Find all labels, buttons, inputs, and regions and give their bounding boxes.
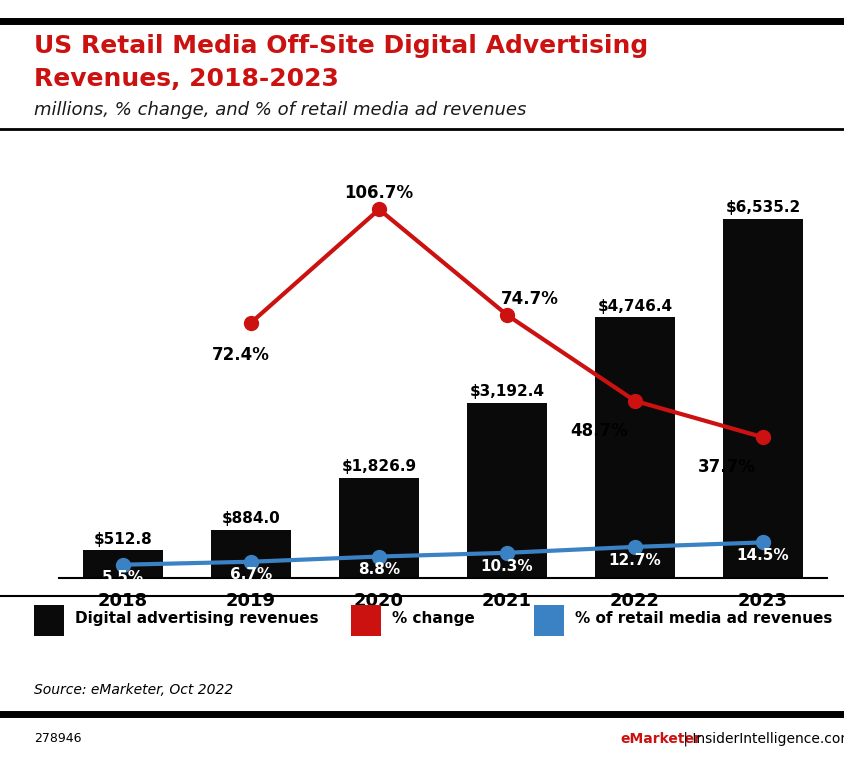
- Text: 74.7%: 74.7%: [501, 290, 559, 308]
- Text: 278946: 278946: [34, 732, 81, 745]
- Bar: [468, 403, 547, 578]
- Text: 12.7%: 12.7%: [609, 552, 662, 568]
- Bar: [211, 529, 291, 578]
- Text: Revenues, 2018-2023: Revenues, 2018-2023: [34, 67, 338, 91]
- Text: $4,746.4: $4,746.4: [598, 299, 673, 314]
- Bar: [595, 317, 675, 578]
- Text: 10.3%: 10.3%: [481, 558, 533, 574]
- Text: 72.4%: 72.4%: [212, 345, 270, 364]
- Text: 8.8%: 8.8%: [358, 562, 400, 578]
- Text: eMarketer: eMarketer: [620, 732, 701, 745]
- Text: | InsiderIntelligence.com: | InsiderIntelligence.com: [679, 732, 844, 746]
- Text: 48.7%: 48.7%: [571, 422, 628, 440]
- Bar: [34, 604, 64, 637]
- Bar: [533, 604, 564, 637]
- Bar: [351, 604, 381, 637]
- Text: US Retail Media Off-Site Digital Advertising: US Retail Media Off-Site Digital Adverti…: [34, 34, 648, 58]
- Text: 106.7%: 106.7%: [344, 184, 414, 202]
- Text: % of retail media ad revenues: % of retail media ad revenues: [575, 611, 832, 627]
- Text: $6,535.2: $6,535.2: [726, 200, 801, 215]
- Text: 14.5%: 14.5%: [737, 548, 789, 563]
- Text: $512.8: $512.8: [94, 532, 153, 547]
- Bar: [339, 478, 419, 578]
- Text: 5.5%: 5.5%: [102, 571, 144, 585]
- Text: Source: eMarketer, Oct 2022: Source: eMarketer, Oct 2022: [34, 683, 233, 697]
- Bar: [723, 218, 803, 578]
- Bar: [84, 550, 163, 578]
- Text: $3,192.4: $3,192.4: [469, 385, 544, 399]
- Text: 6.7%: 6.7%: [230, 568, 273, 582]
- Text: 37.7%: 37.7%: [698, 458, 756, 476]
- Text: millions, % change, and % of retail media ad revenues: millions, % change, and % of retail medi…: [34, 101, 526, 119]
- Text: $1,826.9: $1,826.9: [342, 460, 417, 474]
- Text: Digital advertising revenues: Digital advertising revenues: [75, 611, 319, 627]
- Text: % change: % change: [392, 611, 475, 627]
- Text: $884.0: $884.0: [222, 512, 280, 526]
